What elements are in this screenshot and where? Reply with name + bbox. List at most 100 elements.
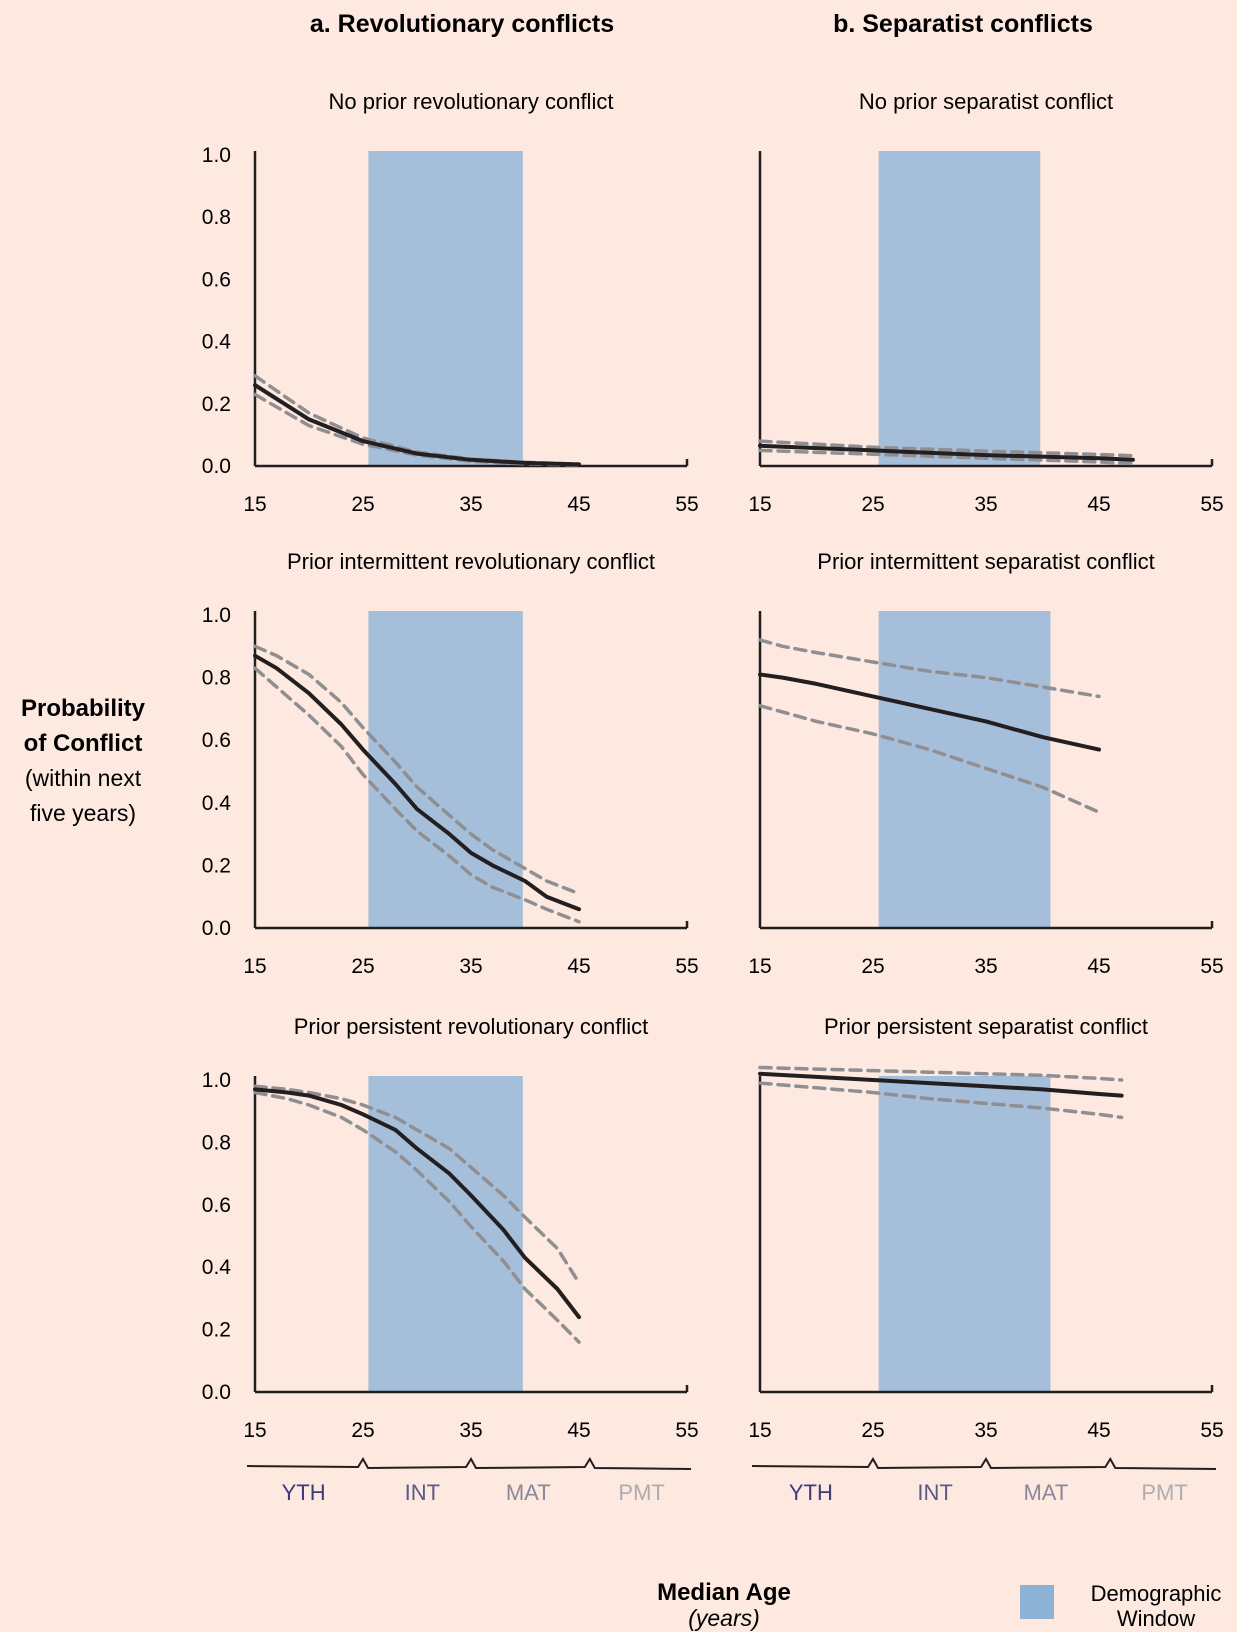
- x-tick-label: 15: [748, 493, 771, 516]
- life-stage-label: MAT: [506, 1480, 551, 1505]
- life-stage-label: PMT: [618, 1480, 664, 1505]
- column-title-separatist: b. Separatist conflicts: [833, 10, 1093, 38]
- ci-upper-line: [758, 1065, 1124, 1082]
- x-tick-label: 55: [675, 955, 698, 978]
- y-tick-label: 0.4: [202, 331, 232, 354]
- estimate-line: [253, 1087, 581, 1320]
- y-tick-label: 0.8: [202, 667, 231, 690]
- panel-1: No prior revolutionary conflict 15 25 35 45 5…: [202, 89, 699, 516]
- chart-panels: No prior revolutionary conflict 15 25 35 45 5…: [202, 89, 1224, 1442]
- ci-lower-line: [253, 1090, 581, 1344]
- y-tick-label: 0.6: [202, 1194, 231, 1217]
- estimate-line: [758, 443, 1135, 462]
- panel-title: No prior revolutionary conflict: [329, 89, 614, 114]
- life-stage-bars: YTH INT MAT PMT YTH INT MAT PMT: [246, 1457, 1217, 1505]
- x-tick-label: 35: [459, 1419, 482, 1442]
- x-tick-label: 35: [974, 493, 997, 516]
- x-tick-label: 15: [243, 955, 266, 978]
- panel-title: Prior persistent revolutionary conflict: [294, 1014, 649, 1039]
- y-axis-label-line2: of Conflict: [24, 730, 143, 757]
- x-tick-label: 25: [351, 1419, 374, 1442]
- x-tick-label: 25: [861, 955, 884, 978]
- ci-lower-line: [758, 448, 1135, 466]
- x-tick-label: 45: [567, 1419, 590, 1442]
- x-axis-label: Median Age: [657, 1579, 791, 1606]
- legend-label-line1: Demographic: [1091, 1581, 1222, 1606]
- y-tick-label: 1.0: [202, 1069, 231, 1092]
- x-tick-label: 55: [675, 493, 698, 516]
- y-axis-label-line3: (within next: [25, 765, 142, 791]
- y-tick-label: 1.0: [202, 604, 231, 627]
- demographic-window-band: [368, 611, 523, 928]
- demographic-window-band: [878, 151, 1041, 466]
- x-tick-label: 45: [1087, 955, 1110, 978]
- ci-upper-line: [253, 1084, 581, 1285]
- panel-title: No prior separatist conflict: [859, 89, 1113, 114]
- life-stage-label: INT: [917, 1480, 952, 1505]
- estimate-line: [253, 383, 581, 467]
- demographic-window-band: [878, 1076, 1051, 1392]
- x-tick-label: 25: [351, 493, 374, 516]
- y-axis-label-line1: Probability: [21, 695, 146, 722]
- y-tick-label: 0.2: [202, 1319, 231, 1342]
- life-stage-label: INT: [405, 1480, 440, 1505]
- panel-title: Prior persistent separatist conflict: [824, 1014, 1148, 1039]
- x-tick-label: 35: [974, 1419, 997, 1442]
- x-tick-label: 15: [748, 1419, 771, 1442]
- y-tick-label: 0.6: [202, 268, 231, 291]
- x-tick-label: 45: [1087, 1419, 1110, 1442]
- panel-5: Prior persistent revolutionary conflict 1…: [202, 1014, 699, 1442]
- life-stage-label: YTH: [282, 1480, 326, 1505]
- panel-title: Prior intermittent revolutionary conflic…: [287, 549, 655, 574]
- x-tick-label: 45: [567, 955, 590, 978]
- x-tick-label: 25: [861, 493, 884, 516]
- y-axis-label: Probability of Conflict (within next fiv…: [21, 695, 146, 826]
- demographic-window-band: [368, 151, 523, 466]
- estimate-line: [758, 672, 1101, 752]
- y-tick-label: 0.2: [202, 393, 231, 416]
- ci-upper-line: [253, 644, 581, 896]
- demographic-window-band: [368, 1076, 523, 1392]
- y-tick-label: 0.0: [202, 455, 231, 478]
- y-tick-label: 0.4: [202, 792, 232, 815]
- x-tick-label: 55: [1200, 493, 1223, 516]
- x-tick-label: 15: [243, 493, 266, 516]
- x-tick-label: 45: [567, 493, 590, 516]
- life-stage-label: PMT: [1141, 1480, 1187, 1505]
- x-tick-label: 15: [243, 1419, 266, 1442]
- y-tick-label: 1.0: [202, 144, 231, 167]
- x-tick-label: 25: [351, 955, 374, 978]
- column-title-revolutionary: a. Revolutionary conflicts: [310, 10, 614, 38]
- panel-4: Prior intermittent separatist conflict 15…: [748, 549, 1223, 978]
- x-tick-label: 35: [459, 955, 482, 978]
- panel-3: Prior intermittent revolutionary conflic…: [202, 549, 699, 978]
- estimate-line: [253, 653, 581, 912]
- life-stage-label: YTH: [789, 1480, 833, 1505]
- y-axis-label-line4: five years): [30, 800, 136, 826]
- x-tick-label: 15: [748, 955, 771, 978]
- y-tick-label: 0.4: [202, 1256, 232, 1279]
- panel-2: No prior separatist conflict 15 25 35 45 55: [748, 89, 1223, 516]
- x-tick-label: 55: [1200, 955, 1223, 978]
- panel-title: Prior intermittent separatist conflict: [817, 549, 1154, 574]
- y-tick-label: 0.8: [202, 1131, 231, 1154]
- x-tick-label: 55: [1200, 1419, 1223, 1442]
- life-stage-label: MAT: [1023, 1480, 1068, 1505]
- ci-lower-line: [253, 666, 581, 924]
- x-tick-label: 25: [861, 1419, 884, 1442]
- x-tick-label: 45: [1087, 493, 1110, 516]
- life-stage-bracket: [751, 1457, 1217, 1470]
- ci-lower-line: [758, 704, 1101, 814]
- demographic-window-band: [878, 611, 1051, 928]
- y-tick-label: 0.0: [202, 917, 231, 940]
- ci-upper-line: [758, 439, 1135, 458]
- legend-swatch-demographic-window: [1020, 1585, 1054, 1619]
- life-stage-bracket: [246, 1457, 692, 1470]
- x-tick-label: 35: [459, 493, 482, 516]
- y-tick-label: 0.0: [202, 1381, 231, 1404]
- x-axis-label-sub: (years): [688, 1605, 760, 1631]
- x-tick-label: 35: [974, 955, 997, 978]
- panel-6: Prior persistent separatist conflict 15 25…: [748, 1014, 1223, 1442]
